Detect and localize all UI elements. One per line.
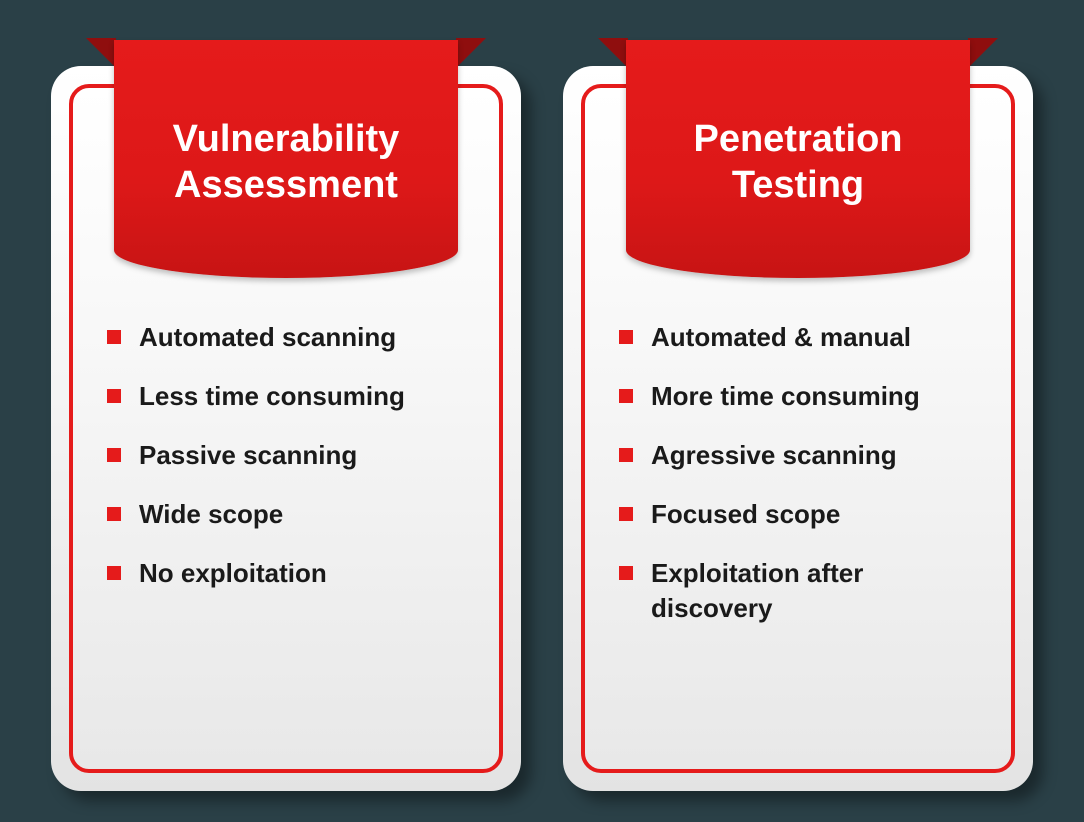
- list-item: Agressive scanning: [619, 438, 987, 473]
- bullet-icon: [107, 330, 121, 344]
- list-item: Less time consuming: [107, 379, 475, 414]
- card-inner: Penetration Testing Automated & manual M…: [581, 84, 1015, 773]
- title-line-1: Penetration: [693, 118, 902, 160]
- card-inner: Vulnerability Assessment Automated scann…: [69, 84, 503, 773]
- item-text: Focused scope: [651, 497, 840, 532]
- list-item: Automated scanning: [107, 320, 475, 355]
- item-text: Passive scanning: [139, 438, 357, 473]
- title-line-2: Assessment: [174, 164, 398, 206]
- item-text: Agressive scanning: [651, 438, 897, 473]
- list-item: Automated & manual: [619, 320, 987, 355]
- list-item: Passive scanning: [107, 438, 475, 473]
- bullet-icon: [619, 389, 633, 403]
- item-text: Exploitation after discovery: [651, 556, 987, 626]
- card-vulnerability: Vulnerability Assessment Automated scann…: [51, 38, 521, 791]
- card-ribbon: Penetration Testing: [626, 40, 970, 278]
- list-item: No exploitation: [107, 556, 475, 591]
- list-item: More time consuming: [619, 379, 987, 414]
- bullet-icon: [107, 566, 121, 580]
- item-text: Wide scope: [139, 497, 283, 532]
- list-item: Wide scope: [107, 497, 475, 532]
- card-penetration: Penetration Testing Automated & manual M…: [563, 38, 1033, 791]
- bullet-icon: [619, 330, 633, 344]
- item-text: No exploitation: [139, 556, 327, 591]
- item-text: Automated scanning: [139, 320, 396, 355]
- item-text: More time consuming: [651, 379, 920, 414]
- card-title: Vulnerability Assessment: [173, 116, 400, 209]
- item-list: Automated scanning Less time consuming P…: [107, 320, 475, 615]
- item-list: Automated & manual More time consuming A…: [619, 320, 987, 651]
- bullet-icon: [619, 566, 633, 580]
- list-item: Exploitation after discovery: [619, 556, 987, 626]
- card-ribbon: Vulnerability Assessment: [114, 40, 458, 278]
- card-body: Vulnerability Assessment Automated scann…: [51, 66, 521, 791]
- list-item: Focused scope: [619, 497, 987, 532]
- title-line-2: Testing: [732, 164, 864, 206]
- bullet-icon: [107, 507, 121, 521]
- title-line-1: Vulnerability: [173, 118, 400, 160]
- bullet-icon: [107, 448, 121, 462]
- bullet-icon: [619, 507, 633, 521]
- item-text: Automated & manual: [651, 320, 911, 355]
- bullet-icon: [619, 448, 633, 462]
- bullet-icon: [107, 389, 121, 403]
- card-title: Penetration Testing: [693, 116, 902, 209]
- card-body: Penetration Testing Automated & manual M…: [563, 66, 1033, 791]
- item-text: Less time consuming: [139, 379, 405, 414]
